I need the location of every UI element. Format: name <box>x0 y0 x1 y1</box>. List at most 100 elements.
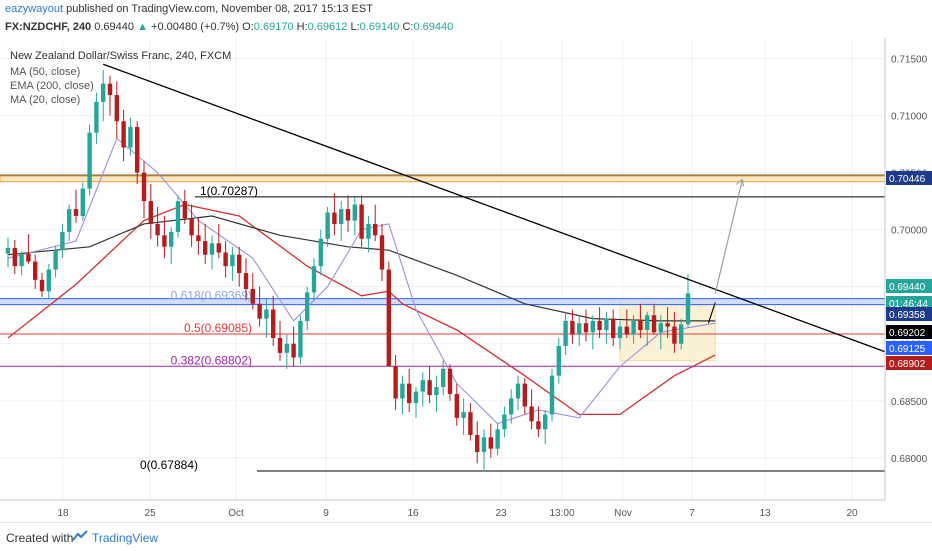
price-tag-bg <box>886 307 932 321</box>
candle-body <box>284 343 289 353</box>
legend-ma50[interactable]: MA (50, close) <box>10 66 80 78</box>
fib-618-band <box>0 298 885 305</box>
candle-body <box>325 212 330 239</box>
candle-body <box>488 437 493 449</box>
tradingview-logo-icon <box>72 530 88 541</box>
candle-body <box>441 368 446 388</box>
candle-body <box>577 323 582 335</box>
publish-line: eazywayout published on TradingView.com,… <box>5 3 373 15</box>
candle-body <box>685 293 691 325</box>
fib-label-1: 0.618(0.69369) <box>171 289 252 303</box>
publish-info: published on TradingView.com, November 0… <box>66 3 373 15</box>
candle-body <box>216 243 221 253</box>
price-tag-bg <box>886 341 932 355</box>
candle-body <box>311 266 317 293</box>
y-tick-label: 0.70000 <box>891 226 928 237</box>
candle-body <box>407 383 412 404</box>
projection-arrow-line <box>714 179 743 294</box>
x-tick-label: Oct <box>228 508 244 519</box>
x-tick-label: 20 <box>846 508 858 519</box>
x-tick-label: 9 <box>323 508 329 519</box>
candle-body <box>658 323 663 333</box>
candle-body <box>5 247 11 254</box>
candle-body <box>522 383 527 407</box>
candle-body <box>393 366 398 399</box>
candle-body <box>502 414 507 430</box>
candle-body <box>454 393 459 418</box>
candle-body <box>189 218 194 236</box>
candle-body <box>590 320 595 333</box>
candle-body <box>67 209 72 232</box>
candle-body <box>39 279 45 292</box>
price-tag-label: 0.70446 <box>889 174 926 185</box>
candle-body <box>386 269 391 367</box>
candle-body <box>277 338 283 353</box>
price-tag-bg <box>886 171 932 185</box>
legend-ema200[interactable]: EMA (200, close) <box>10 80 94 92</box>
candle-body <box>665 323 670 327</box>
tradingview-link[interactable]: TradingView <box>92 531 159 545</box>
low-value: 0.69140 <box>359 21 400 33</box>
candle-body <box>26 253 31 262</box>
candle-body <box>495 429 500 449</box>
candle-body <box>427 380 432 396</box>
legend-title: New Zealand Dollar/Swiss Franc, 240, FXC… <box>10 50 231 62</box>
candle-body <box>141 172 147 202</box>
x-tick-label: 23 <box>495 508 507 519</box>
candle-body <box>128 126 133 148</box>
candle-body <box>182 201 187 219</box>
open-label: O: <box>242 21 254 33</box>
candle-body <box>175 201 181 232</box>
candle-body <box>563 320 568 346</box>
fib-label-2: 0.5(0.69085) <box>184 321 252 335</box>
time-axis: 18 25 Oct 9 16 23 13:00 Nov 7 13 20 <box>0 499 885 519</box>
fib-label-4: 0(0.67884) <box>140 458 198 472</box>
candle-body <box>243 272 249 289</box>
price-tag-label: 0.68902 <box>889 359 926 370</box>
candle-body <box>651 315 657 333</box>
candle-body <box>101 83 106 102</box>
candle-body <box>604 318 609 331</box>
high-value: 0.69612 <box>307 21 348 33</box>
candle-body <box>135 126 140 173</box>
author-link[interactable]: eazywayout <box>5 3 64 15</box>
candle-body <box>114 95 119 122</box>
candle-body <box>169 231 174 247</box>
candles <box>5 69 691 472</box>
candle-body <box>230 254 235 267</box>
candle-body <box>597 320 602 331</box>
y-tick-label: 0.71500 <box>891 55 928 66</box>
price-chart[interactable]: 1(0.70287) 0.618(0.69369) 0.5(0.69085) 0.38… <box>0 38 932 522</box>
arrow-head-icon <box>736 178 744 187</box>
candle-body <box>549 375 555 415</box>
candle-body <box>339 209 344 224</box>
symbol-label[interactable]: FX:NZDCHF, 240 <box>5 21 92 33</box>
candle-body <box>148 201 153 224</box>
footer: Created with TradingView <box>0 522 932 551</box>
candle-body <box>645 315 650 331</box>
price-tag-bg <box>886 356 932 370</box>
x-tick-label: 7 <box>689 508 695 519</box>
candle-body <box>475 434 480 453</box>
candle-body <box>638 320 643 331</box>
candle-body <box>33 261 38 280</box>
candle-body <box>271 309 276 339</box>
candle-body <box>264 309 269 319</box>
candle-body <box>672 326 677 344</box>
legend-ma20[interactable]: MA (20, close) <box>10 94 80 106</box>
candle-body <box>80 188 85 216</box>
candle-body <box>162 235 167 247</box>
candle-body <box>298 320 303 358</box>
x-tick-label: Nov <box>614 508 632 519</box>
candle-body <box>468 412 473 435</box>
candle-body <box>196 235 201 242</box>
candle-body <box>617 326 623 339</box>
price-tag-label: 0.69440 <box>889 282 926 293</box>
open-value: 0.69170 <box>253 21 294 33</box>
fib-label-0: 1(0.70287) <box>200 184 258 198</box>
candle-body <box>529 406 534 422</box>
candle-body <box>366 223 371 239</box>
price-change: +0.00480 (+0.7%) <box>151 21 240 33</box>
price-tag-label: 0.69125 <box>889 344 926 355</box>
y-tick-label: 0.68500 <box>891 397 928 408</box>
